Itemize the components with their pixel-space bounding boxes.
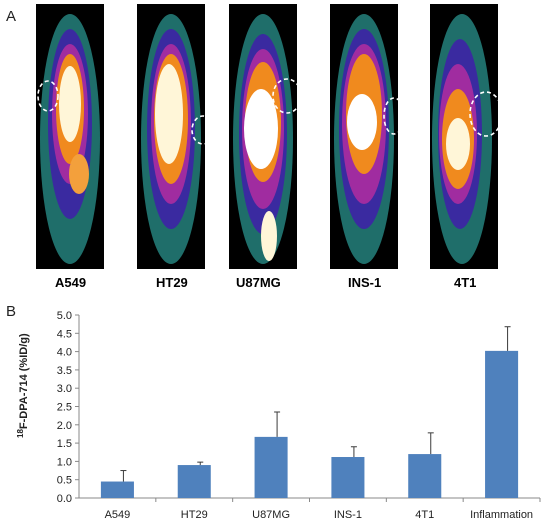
x-tick-label: U87MG: [252, 509, 290, 521]
bar-ins-1: [331, 457, 365, 498]
pet-scan-4t1: [430, 4, 498, 269]
x-tick-label: HT29: [181, 509, 208, 521]
scan-label: 4T1: [454, 275, 477, 290]
y-tick-label: 2.5: [57, 402, 72, 414]
bar-inflammation: [485, 350, 519, 498]
y-tick-label: 5.0: [57, 310, 72, 322]
y-axis-label-superscript: 18: [16, 429, 25, 438]
bar-ht29: [177, 465, 211, 498]
bar-4t1: [408, 454, 442, 498]
panel-label-b: B: [6, 303, 17, 320]
pet-scan-ins1: [330, 4, 398, 269]
y-tick-label: 3.0: [57, 383, 72, 395]
panel-label-a: A: [6, 8, 17, 25]
x-tick-label: INS-1: [334, 509, 362, 521]
x-tick-label: Inflammation: [470, 509, 533, 521]
scan-label: HT29: [156, 275, 188, 290]
pet-scan-a549: [36, 4, 104, 269]
y-tick-label: 0.0: [57, 493, 72, 505]
scan-label: U87MG: [236, 275, 281, 290]
pet-scan-u87mg: [229, 4, 297, 269]
scan-label: A549: [55, 275, 87, 290]
pet-scan-ht29: [137, 4, 205, 269]
y-axis-label-text: F-DPA-714 (%ID/g): [18, 333, 30, 429]
x-tick-label: A549: [105, 509, 131, 521]
scan-label: INS-1: [348, 275, 382, 290]
y-tick-label: 2.0: [57, 420, 72, 432]
y-tick-label: 4.0: [57, 347, 72, 359]
bar-a549: [100, 481, 134, 498]
y-tick-label: 1.0: [57, 456, 72, 468]
bar-u87mg: [254, 436, 288, 498]
uptake-bar-chart: 18F-DPA-714 (%ID/g) 0.0 0.5 1.0 1.5 2.0 2.5 3.…: [16, 310, 541, 521]
y-tick-label: 4.5: [57, 328, 72, 340]
x-tick-label: 4T1: [415, 509, 434, 521]
y-tick-label: 1.5: [57, 438, 72, 450]
y-tick-label: 0.5: [57, 475, 72, 487]
y-axis-label: 18F-DPA-714 (%ID/g): [16, 333, 30, 438]
y-tick-label: 3.5: [57, 365, 72, 377]
